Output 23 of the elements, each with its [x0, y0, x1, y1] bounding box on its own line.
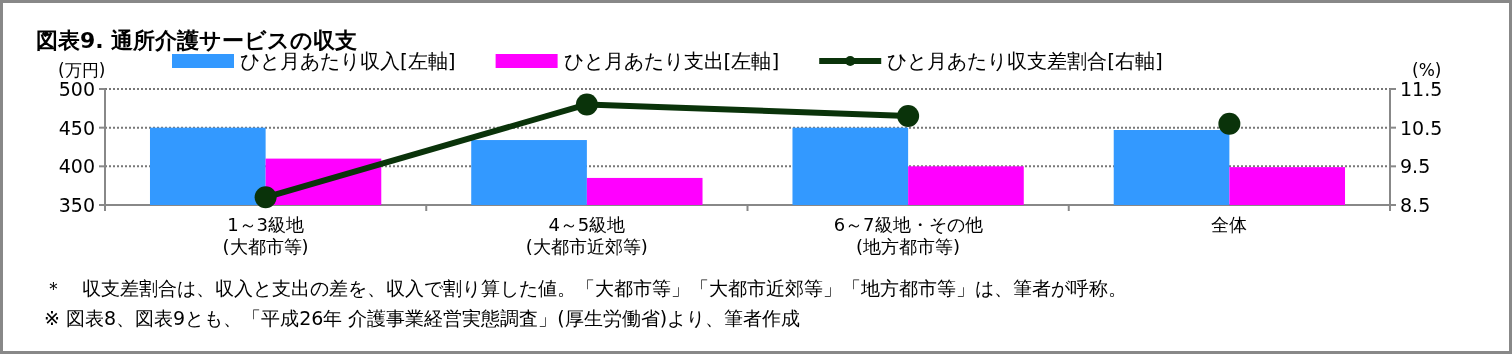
point — [897, 105, 920, 128]
y2-tick-label: 10.5 — [1400, 116, 1443, 139]
y-tick-label: 350 — [58, 194, 95, 216]
x-tick-label: 全体 — [1211, 214, 1248, 235]
y2-tick-label: 9.5 — [1400, 155, 1431, 178]
y2-tick-label: 11.5 — [1400, 78, 1443, 100]
y2-axis-title: (%) — [1412, 60, 1442, 80]
legend-label: ひと月あたり支出[左軸] — [563, 49, 780, 73]
point — [254, 186, 277, 209]
x-tick-label: 1～3級地 (大都市等) — [222, 214, 309, 257]
x-tick-label: 4～5級地 (大都市近郊等) — [525, 214, 648, 257]
y2-tick-label: 8.5 — [1400, 194, 1431, 216]
point — [575, 93, 598, 116]
x-tick-label: 6～7級地・その他 (地方都市等) — [833, 214, 983, 257]
point — [1218, 112, 1241, 135]
y-axis-title: (万円) — [58, 60, 106, 80]
legend-label: ひと月あたり収支差割合[右軸] — [887, 49, 1163, 73]
chart-title: 図表9. 通所介護サービスの収支 — [36, 28, 358, 53]
y-tick-label: 450 — [58, 116, 95, 139]
text: ※ 図表8、図表9とも、「平成26年 介護事業経営実態調査」(厚生労働省)より、筆者作成 — [44, 307, 801, 329]
text: ＊ 収支差割合は、収入と支出の差を、収入で割り算した値。「大都市等」「大都市近郊等」「地方都市等」は、筆者が呼称。 — [44, 277, 1127, 299]
y-tick-label: 400 — [58, 155, 95, 178]
y-tick-label: 500 — [58, 78, 95, 100]
